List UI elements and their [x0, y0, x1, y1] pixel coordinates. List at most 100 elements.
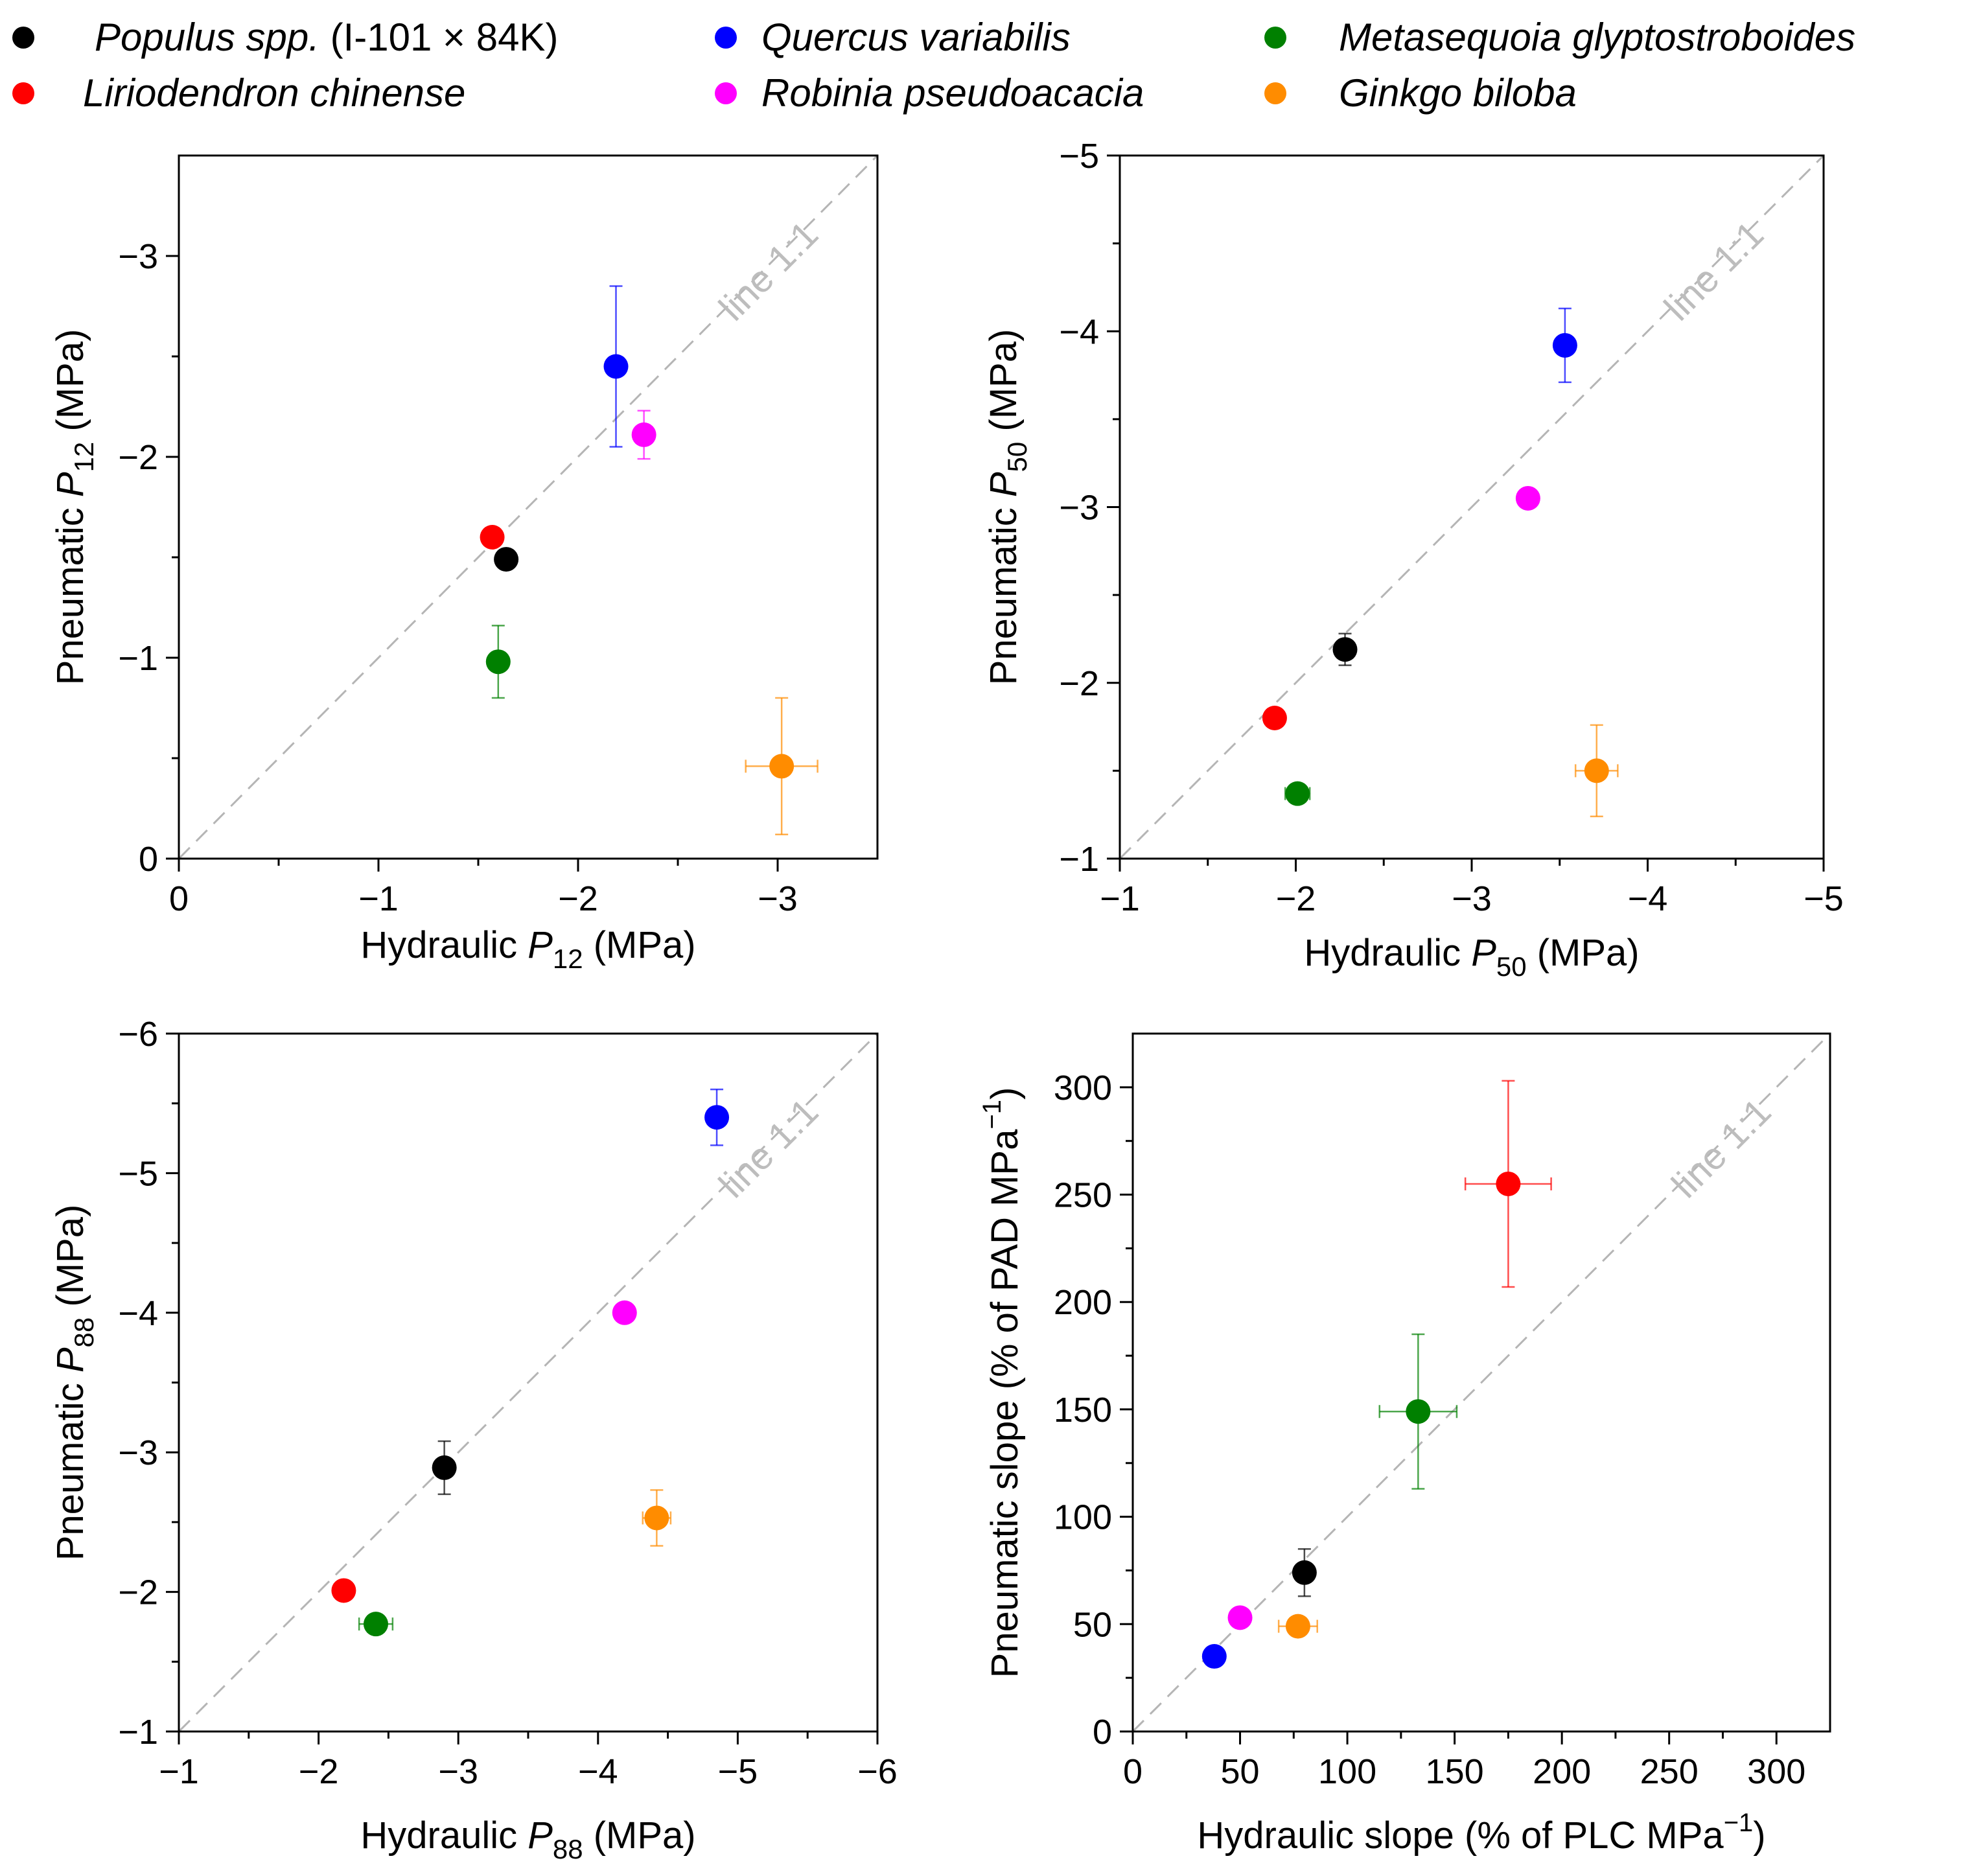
legend-marker-icon	[715, 27, 737, 49]
data-point	[1285, 781, 1310, 806]
axis-label-prefix: Pneumatic	[49, 1372, 91, 1560]
x-axis: 0 50 100 150 200 250 300	[1123, 1731, 1805, 1791]
data-point-group	[612, 1300, 637, 1325]
x-tick-label: −5	[718, 1752, 758, 1791]
legend-item: Populus spp. (I-101 × 84K)	[12, 16, 558, 59]
legend-marker-icon	[715, 82, 737, 104]
y-tick-label: 250	[1054, 1176, 1112, 1215]
legend-marker-icon	[1264, 27, 1286, 49]
axis-label-suffix: )	[984, 1087, 1026, 1100]
legend-species-name: Quercus variabilis	[761, 16, 1071, 59]
axis-label-unit: (MPa)	[49, 329, 91, 442]
data-point-group	[1262, 706, 1287, 730]
axis-label-prefix: Pneumatic	[982, 497, 1025, 685]
data-points	[1262, 307, 1619, 818]
data-point-group	[603, 285, 629, 448]
legend-item: Quercus variabilis	[715, 16, 1071, 59]
data-point	[631, 422, 656, 447]
legend-label: Quercus variabilis	[761, 16, 1071, 59]
data-point-group	[745, 697, 818, 836]
x-tick-label: 0	[169, 879, 189, 918]
legend-species-name: Metasequoia glyptostroboides	[1339, 16, 1855, 59]
reference-line-1-1	[1131, 1032, 1831, 1733]
y-tick-label: −5	[1059, 137, 1099, 176]
x-tick-label: 200	[1533, 1752, 1591, 1791]
axis-label-prefix: Hydraulic	[360, 1814, 528, 1857]
axis-label-symbol: P	[49, 472, 91, 497]
axis-label-symbol: P	[528, 924, 553, 966]
y-axis: −1 −2 −3 −4 −5	[1059, 137, 1120, 879]
axis-label-subscript: 12	[69, 442, 99, 472]
data-point-group	[485, 625, 511, 699]
data-point	[1406, 1399, 1431, 1424]
y-tick-label: −3	[1059, 489, 1099, 527]
plot-frame	[1131, 1032, 1831, 1733]
x-axis: −1 −2 −3 −4 −5	[1100, 859, 1844, 918]
x-tick-label: −4	[1628, 879, 1668, 918]
axis-label-symbol: P	[1471, 932, 1496, 974]
legend-species-name: Populus spp.	[95, 16, 319, 59]
x-tick-label: −1	[1100, 879, 1140, 918]
legend-marker-icon	[12, 27, 34, 49]
y-tick-label: 50	[1073, 1605, 1112, 1644]
legend: Populus spp. (I-101 × 84K) Liriodendron c…	[12, 16, 1855, 115]
axis-label-prefix: Hydraulic slope (% of PLC MPa	[1197, 1814, 1724, 1857]
data-point	[612, 1300, 637, 1325]
data-point-group	[642, 1489, 672, 1547]
legend-item: Metasequoia glyptostroboides	[1264, 16, 1855, 59]
data-points	[331, 1088, 730, 1637]
chart-panel-slope: line 1:1 0 50 100 150 200 250 300 0 50 100 150 200 25…	[978, 1032, 1831, 1857]
y-axis: 0 −1 −2 −3	[118, 237, 179, 879]
x-tick-label: 0	[1123, 1752, 1143, 1791]
data-point-group	[358, 1612, 394, 1637]
data-point-group	[480, 525, 505, 550]
y-tick-label: 200	[1054, 1283, 1112, 1322]
plot-frame	[178, 154, 879, 860]
y-axis-label: Pneumatic P50 (MPa)	[982, 329, 1032, 686]
data-point-group	[1515, 485, 1540, 511]
data-point-group	[1464, 1080, 1552, 1288]
data-point-group	[1574, 724, 1619, 818]
data-point	[1292, 1560, 1317, 1585]
data-point	[485, 649, 511, 675]
data-point-group	[1378, 1333, 1458, 1490]
y-axis-label: Pneumatic slope (% of PAD MPa−1)	[978, 1087, 1026, 1678]
y-tick-label: 0	[1093, 1713, 1112, 1752]
data-point	[644, 1505, 669, 1531]
data-point-group	[331, 1578, 356, 1603]
reference-line-label: line 1:1	[1664, 1091, 1779, 1206]
x-tick-label: −3	[1452, 879, 1492, 918]
legend-label: Ginkgo biloba	[1339, 71, 1577, 115]
data-point-group	[1227, 1605, 1253, 1630]
legend-label: Metasequoia glyptostroboides	[1339, 16, 1855, 59]
reference-line-1-1	[1119, 154, 1825, 860]
y-tick-label: −2	[118, 1573, 158, 1612]
y-tick-label: −5	[118, 1154, 158, 1193]
axis-label-subscript: 88	[553, 1834, 583, 1864]
y-axis-label: Pneumatic P12 (MPa)	[49, 329, 99, 686]
y-tick-label: −1	[118, 639, 158, 678]
data-points	[1201, 1080, 1552, 1669]
data-point	[1584, 758, 1609, 783]
x-tick-label: −2	[558, 879, 598, 918]
x-tick-label: −1	[159, 1752, 199, 1791]
reference-line-label: line 1:1	[711, 213, 826, 329]
x-tick-label: −1	[358, 879, 399, 918]
axis-label-unit: (MPa)	[583, 924, 696, 966]
data-points	[480, 285, 818, 836]
y-tick-label: −1	[118, 1713, 158, 1752]
data-point	[1515, 485, 1540, 511]
y-axis: 0 50 100 150 200 250 300	[1054, 1069, 1133, 1752]
y-tick-label: −2	[1059, 664, 1099, 703]
x-tick-label: −3	[438, 1752, 478, 1791]
axis-label-superscript: −1	[1724, 1809, 1754, 1837]
x-tick-label: 300	[1747, 1752, 1805, 1791]
data-point-group	[1332, 632, 1358, 666]
data-point	[1332, 637, 1358, 662]
axis-label-symbol: P	[49, 1347, 91, 1372]
x-axis: 0 −1 −2 −3	[169, 859, 798, 918]
legend-species-suffix: (I-101 × 84K)	[319, 16, 559, 59]
